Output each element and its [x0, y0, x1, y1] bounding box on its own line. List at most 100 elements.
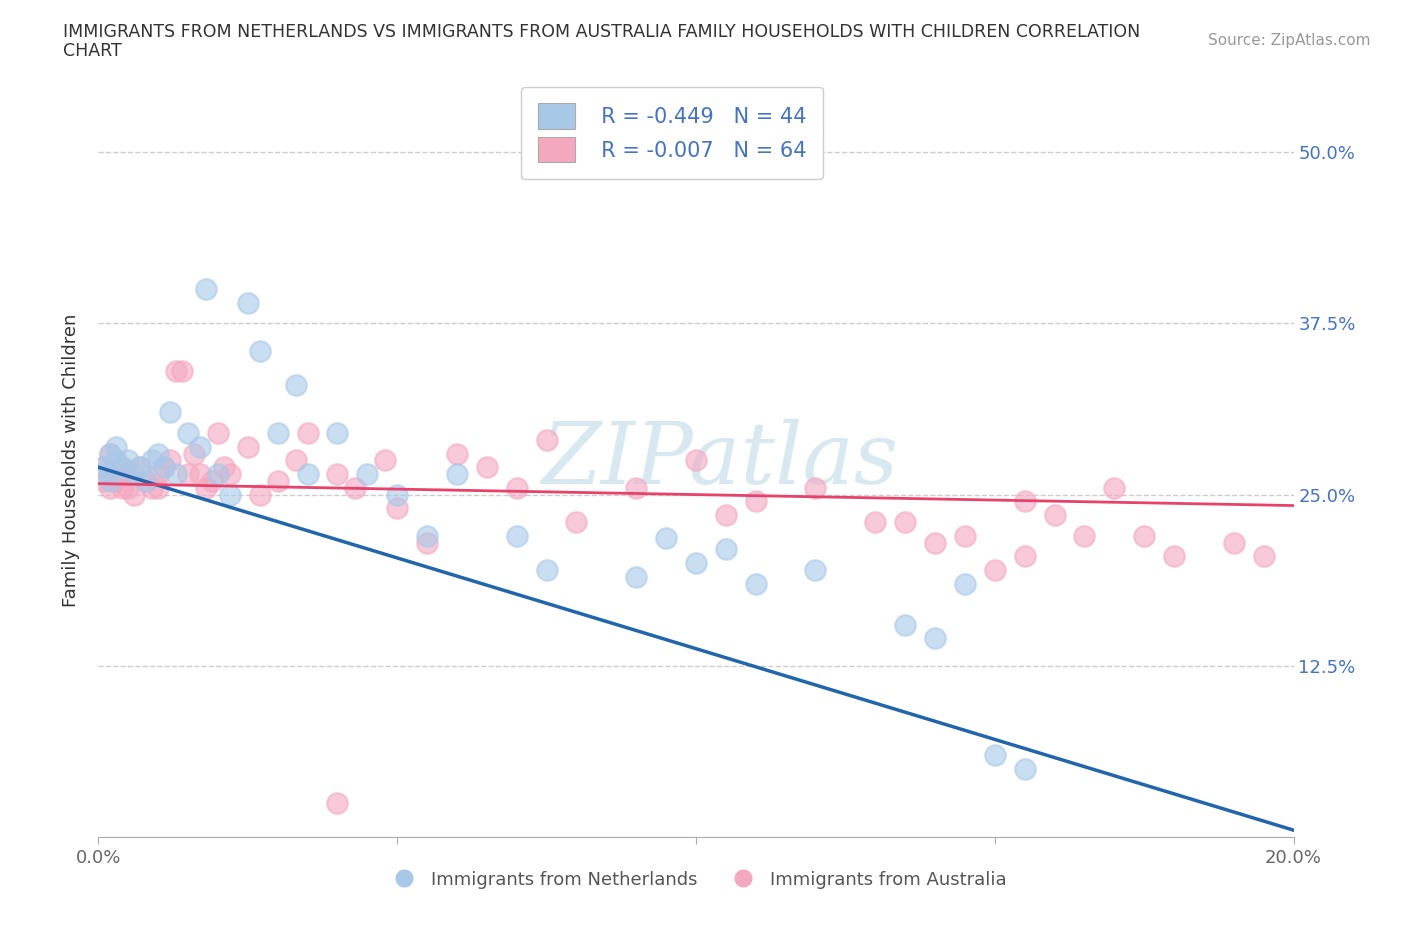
Point [804, 480, 827, 495]
Point [745, 494, 768, 509]
Point [1104, 480, 1126, 495]
Point [195, 480, 218, 495]
Point [297, 467, 319, 482]
Point [188, 467, 211, 482]
Point [894, 514, 917, 529]
Point [201, 473, 224, 488]
Point [1043, 508, 1066, 523]
Point [1253, 549, 1275, 564]
Point [124, 467, 146, 482]
Point [172, 364, 194, 379]
Point [111, 459, 134, 474]
Point [93, 467, 115, 482]
Point [924, 631, 946, 645]
Point [924, 535, 946, 550]
Point [93, 459, 115, 474]
Point [105, 439, 128, 454]
Point [129, 459, 152, 474]
Point [98, 446, 122, 461]
Point [865, 514, 887, 529]
Point [416, 535, 439, 550]
Point [117, 480, 139, 495]
Point [374, 453, 396, 468]
Point [105, 453, 128, 468]
Point [1014, 761, 1036, 776]
Point [685, 555, 707, 570]
Legend: Immigrants from Netherlands, Immigrants from Australia: Immigrants from Netherlands, Immigrants … [378, 863, 1014, 896]
Point [714, 508, 737, 523]
Point [135, 473, 157, 488]
Point [105, 473, 128, 488]
Point [326, 467, 349, 482]
Point [297, 426, 319, 441]
Text: Source: ZipAtlas.com: Source: ZipAtlas.com [1208, 33, 1371, 47]
Text: IMMIGRANTS FROM NETHERLANDS VS IMMIGRANTS FROM AUSTRALIA FAMILY HOUSEHOLDS WITH : IMMIGRANTS FROM NETHERLANDS VS IMMIGRANT… [63, 23, 1140, 41]
Point [984, 563, 1007, 578]
Point [953, 528, 976, 543]
Point [506, 528, 529, 543]
Point [356, 467, 378, 482]
Point [165, 467, 187, 482]
Point [236, 296, 259, 311]
Point [219, 487, 242, 502]
Point [326, 426, 349, 441]
Point [416, 528, 439, 543]
Point [207, 426, 229, 441]
Point [124, 487, 146, 502]
Point [536, 432, 558, 447]
Point [177, 467, 200, 482]
Point [153, 459, 176, 474]
Point [177, 426, 200, 441]
Point [565, 514, 588, 529]
Point [267, 426, 290, 441]
Point [1223, 535, 1246, 550]
Point [159, 453, 181, 468]
Text: CHART: CHART [63, 42, 122, 60]
Point [117, 467, 139, 482]
Point [284, 453, 307, 468]
Point [105, 467, 128, 482]
Point [111, 459, 134, 474]
Point [141, 480, 163, 495]
Point [655, 531, 678, 546]
Point [506, 480, 529, 495]
Point [195, 282, 218, 297]
Point [249, 343, 271, 358]
Point [165, 364, 187, 379]
Point [1073, 528, 1095, 543]
Point [148, 467, 170, 482]
Point [385, 501, 409, 516]
Point [745, 577, 768, 591]
Point [148, 480, 170, 495]
Point [446, 446, 468, 461]
Y-axis label: Family Households with Children: Family Households with Children [62, 313, 80, 607]
Point [207, 467, 229, 482]
Point [98, 446, 122, 461]
Point [536, 563, 558, 578]
Point [1163, 549, 1185, 564]
Point [111, 480, 134, 495]
Point [685, 453, 707, 468]
Point [284, 378, 307, 392]
Point [446, 467, 468, 482]
Point [159, 405, 181, 419]
Point [129, 459, 152, 474]
Point [236, 439, 259, 454]
Point [153, 459, 176, 474]
Point [148, 446, 170, 461]
Point [804, 563, 827, 578]
Point [984, 748, 1007, 763]
Point [267, 473, 290, 488]
Point [249, 487, 271, 502]
Point [326, 795, 349, 810]
Point [93, 459, 115, 474]
Point [894, 618, 917, 632]
Point [183, 446, 205, 461]
Point [117, 453, 139, 468]
Point [626, 480, 648, 495]
Point [1014, 549, 1036, 564]
Point [475, 459, 498, 474]
Point [188, 439, 211, 454]
Point [98, 473, 122, 488]
Text: ZIPatlas: ZIPatlas [541, 419, 898, 501]
